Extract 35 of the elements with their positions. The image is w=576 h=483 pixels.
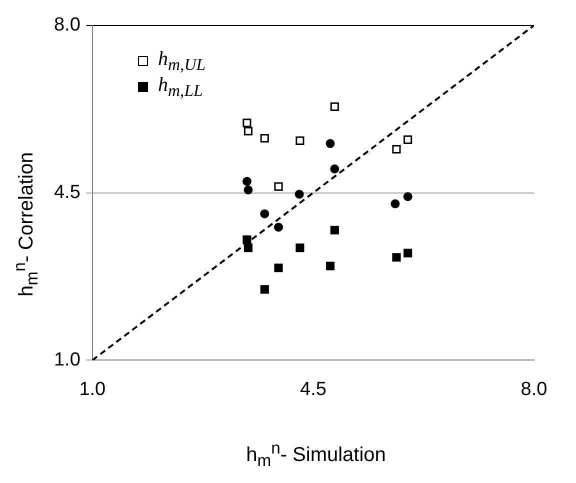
x-tick-label: 1.0 (79, 378, 106, 400)
y-tick-label: 4.5 (54, 182, 80, 204)
x-tick-label: 8.0 (520, 378, 548, 400)
point (274, 182, 283, 191)
legend-label: h$_{m,UL}$ (158, 48, 206, 74)
point (330, 226, 339, 234)
point (244, 126, 253, 136)
point (392, 253, 401, 262)
legend-label: h$_{m,LL}$ (158, 74, 203, 100)
point (260, 209, 270, 218)
point (274, 222, 284, 232)
point (244, 244, 253, 252)
point (404, 248, 412, 258)
y-tick-label: 1.0 (54, 349, 80, 370)
point (242, 118, 252, 128)
x-tick-label: 4.5 (300, 378, 326, 400)
point (244, 185, 253, 194)
point (274, 264, 283, 272)
point (330, 164, 340, 174)
point (242, 235, 252, 244)
point (392, 144, 401, 154)
point (242, 176, 252, 186)
point (404, 135, 412, 144)
point (296, 136, 304, 145)
point (296, 244, 304, 252)
point (260, 285, 269, 294)
point (260, 134, 269, 143)
point (326, 139, 335, 148)
point (390, 199, 400, 208)
point (403, 192, 412, 202)
point (294, 190, 304, 199)
x-axis-title: h$_{m}$$^{n}$- Simulation (246, 438, 386, 470)
point (330, 102, 339, 111)
point (326, 262, 335, 270)
y-tick-label: 8.0 (54, 14, 80, 36)
